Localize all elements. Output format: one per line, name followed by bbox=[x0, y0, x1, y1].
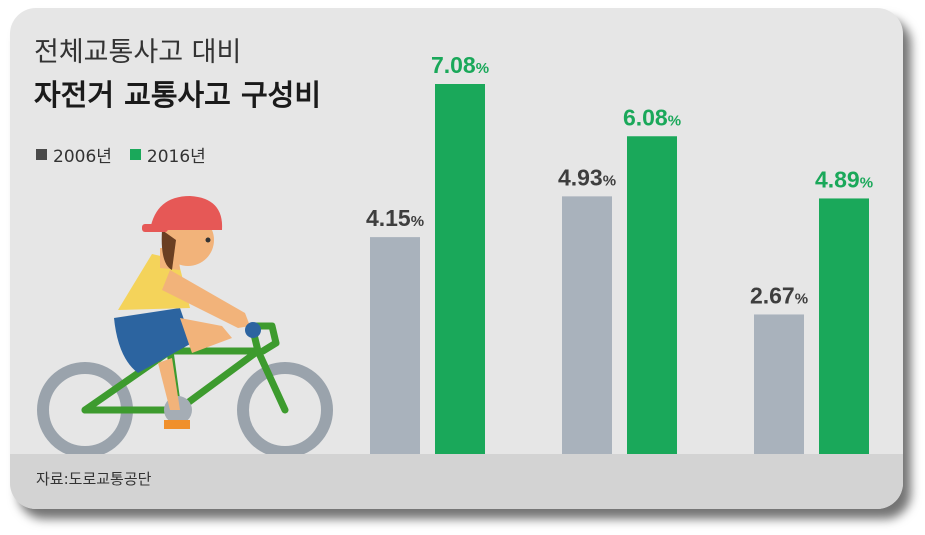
bar-2006-1 bbox=[562, 196, 612, 454]
source-note: 자료:도로교통공단 bbox=[36, 470, 152, 488]
bar-2016-2 bbox=[819, 198, 869, 454]
title-line-2: 자전거 교통사고 구성비 bbox=[34, 78, 321, 112]
bar-2016-1 bbox=[627, 136, 677, 454]
footer-bar: 자료:도로교통공단 bbox=[10, 454, 903, 509]
legend-item-2006: 2006년 bbox=[36, 142, 112, 167]
shorts bbox=[114, 308, 192, 373]
legend: 2006년 2016년 bbox=[36, 142, 206, 167]
bar-chart: 4.15%7.08%발생건수4.93%6.08%사망자수2.67%4.89%부상… bbox=[37, 52, 873, 494]
front-wheel bbox=[237, 362, 333, 458]
leg-front bbox=[180, 318, 232, 353]
legend-item-2016: 2016년 bbox=[129, 142, 206, 167]
arm bbox=[162, 270, 250, 328]
legend-label-2016: 2016년 bbox=[146, 147, 206, 167]
leg-rear bbox=[158, 358, 180, 410]
eye bbox=[205, 237, 211, 243]
data-label-2016-0: 7.08% bbox=[431, 52, 489, 78]
hand bbox=[245, 322, 261, 338]
data-label-2016-1: 6.08% bbox=[623, 104, 681, 130]
data-label-2006-2: 2.67% bbox=[750, 282, 808, 308]
legend-swatch-2006 bbox=[36, 149, 47, 160]
infographic-card: 전체교통사고 대비 자전거 교통사고 구성비 2006년 2016년 bbox=[10, 8, 903, 509]
pedal bbox=[164, 420, 190, 429]
legend-swatch-2016 bbox=[129, 149, 141, 160]
cyclist-illustration bbox=[37, 196, 333, 458]
bar-2016-0 bbox=[435, 84, 485, 454]
data-label-2006-0: 4.15% bbox=[366, 205, 424, 231]
title-line-1: 전체교통사고 대비 bbox=[34, 37, 242, 68]
hair bbox=[161, 230, 176, 270]
bar-2006-0 bbox=[370, 237, 420, 454]
helmet-visor bbox=[142, 224, 168, 232]
data-label-2006-1: 4.93% bbox=[558, 164, 616, 190]
data-label-2016-2: 4.89% bbox=[815, 166, 873, 192]
legend-label-2006: 2006년 bbox=[53, 147, 112, 167]
helmet bbox=[150, 196, 223, 230]
bar-2006-2 bbox=[754, 314, 804, 454]
